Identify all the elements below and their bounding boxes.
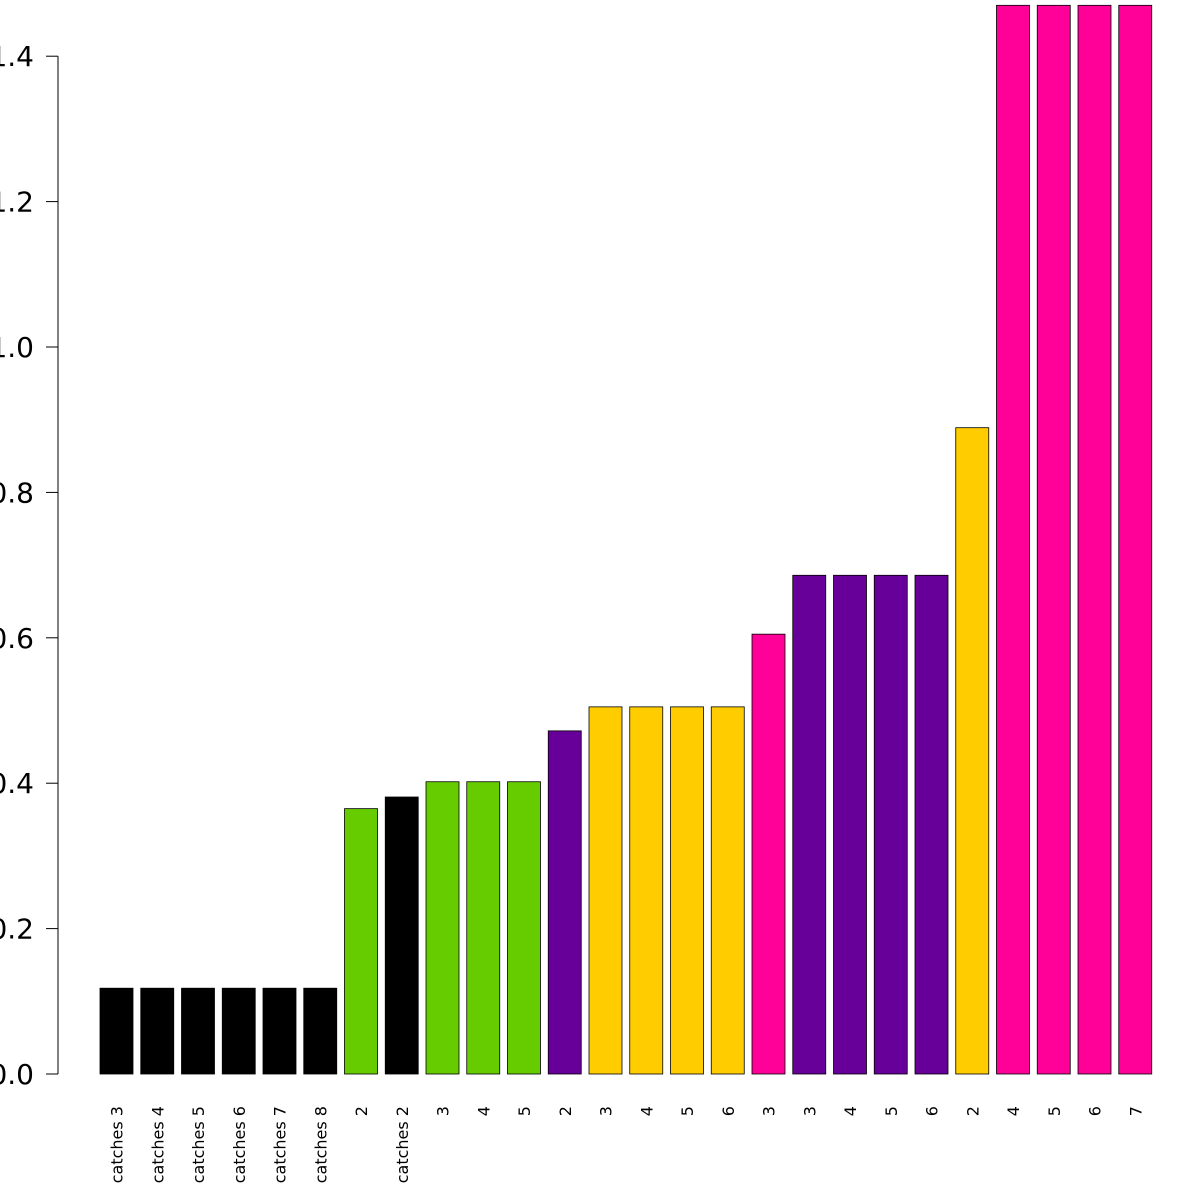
bar: [262, 987, 297, 1075]
bar: [99, 987, 134, 1075]
y-tick-label: 1.4: [0, 40, 34, 73]
y-tick-label: 0.0: [0, 1058, 34, 1091]
y-tick-label: 0.4: [0, 767, 34, 800]
bar: [221, 987, 256, 1075]
bars: [99, 4, 1153, 1075]
bar: [955, 427, 990, 1075]
x-tick-label: catches 4: [148, 1106, 167, 1183]
bar: [996, 4, 1030, 1075]
bar: [1077, 4, 1112, 1075]
x-tick-label: catches 2: [393, 1106, 412, 1183]
bar: [140, 987, 175, 1075]
bar: [547, 730, 582, 1075]
x-tick-label: 2: [963, 1106, 982, 1116]
bar: [1036, 4, 1071, 1075]
x-tick-label: 6: [1086, 1106, 1105, 1116]
x-tick-label: 6: [923, 1106, 942, 1116]
x-tick-label: catches 3: [108, 1106, 127, 1183]
x-tick-label: 4: [474, 1106, 493, 1116]
x-tick-label: 5: [882, 1106, 901, 1116]
bar: [873, 574, 908, 1075]
bar: [1118, 4, 1153, 1075]
x-tick-label: 4: [841, 1106, 860, 1116]
bar: [344, 808, 378, 1075]
bar: [588, 706, 623, 1075]
x-tick-label: 5: [515, 1106, 534, 1116]
x-tick-label: 3: [434, 1106, 453, 1116]
x-tick-label: 2: [352, 1106, 371, 1116]
bar: [792, 574, 827, 1075]
bar: [670, 706, 704, 1075]
bar: [181, 987, 215, 1075]
y-tick-label: 0.8: [0, 476, 34, 509]
y-tick-label: 1.0: [0, 331, 34, 364]
bar: [629, 706, 664, 1075]
x-tick-label: catches 8: [311, 1106, 330, 1183]
y-axis: 0.0 0.2 0.4 0.6 0.8 1.0 1.2 1.4: [0, 40, 59, 1091]
x-tick-label: 7: [1126, 1106, 1145, 1116]
x-tick-label: 3: [760, 1106, 779, 1116]
x-tick-label: 2: [556, 1106, 575, 1116]
bar: [303, 987, 338, 1075]
bar: [914, 574, 949, 1075]
x-tick-label: catches 7: [271, 1106, 290, 1183]
y-tick-label: 0.6: [0, 622, 34, 655]
x-tick-label: 5: [1045, 1106, 1064, 1116]
x-tick-label: catches 5: [189, 1106, 208, 1183]
bar: [425, 781, 460, 1075]
bar: [710, 706, 745, 1075]
x-tick-label: 3: [800, 1106, 819, 1116]
y-tick-label: 1.2: [0, 186, 34, 219]
x-tick-label: 6: [719, 1106, 738, 1116]
x-tick-label: 4: [637, 1106, 656, 1116]
bar: [833, 574, 867, 1075]
bar: [384, 796, 419, 1075]
x-axis-labels: catches 3 catches 4 catches 5 catches 6 catc…: [108, 1106, 1146, 1183]
bar: [466, 781, 501, 1075]
x-tick-label: 5: [678, 1106, 697, 1116]
x-tick-label: catches 6: [230, 1106, 249, 1183]
y-tick-label: 0.2: [0, 913, 34, 946]
bar: [507, 781, 541, 1075]
x-tick-label: 3: [597, 1106, 616, 1116]
x-tick-label: 4: [1004, 1106, 1023, 1116]
bar: [751, 633, 786, 1075]
